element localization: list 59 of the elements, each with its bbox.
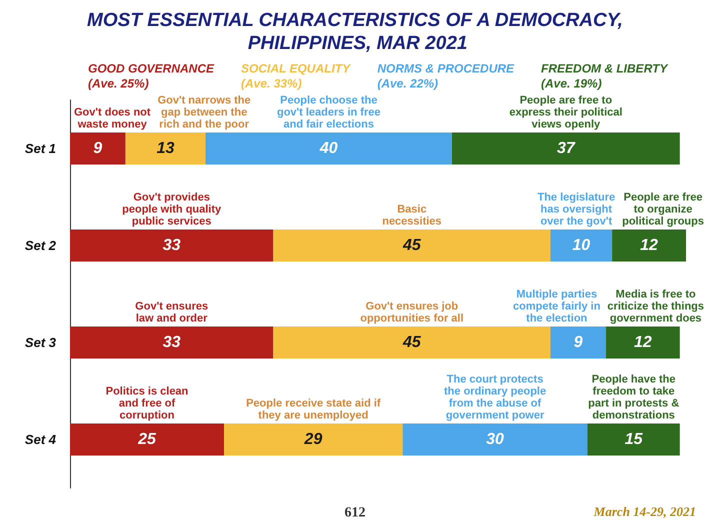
data-label: 9	[93, 140, 102, 157]
annotation: People are free to express their political views openly	[509, 94, 622, 130]
annotation: Basic necessities	[382, 204, 442, 228]
bar	[224, 424, 403, 456]
annotation: The legislature has oversight over the gov't	[537, 192, 616, 228]
bar	[587, 424, 680, 456]
annotation: Gov't narrows the gap between the rich and the poor	[158, 94, 251, 130]
annotation: People receive state aid if they are unemployed	[246, 398, 381, 422]
data-label: 29	[303, 431, 322, 448]
data-label: 10	[572, 237, 590, 254]
annotation: People are free to organize political groups	[622, 192, 704, 228]
bar	[606, 326, 680, 358]
chart-title: MOST ESSENTIAL CHARACTERISTICS OF A DEMOCRACY, PHILIPPINES, MAR 2021	[87, 10, 623, 54]
data-label: 33	[162, 334, 181, 351]
bar	[70, 132, 126, 164]
bar	[70, 424, 224, 456]
data-label: 45	[402, 237, 422, 254]
text: FREEDOM & LIBERTY (Ave. 19%)	[541, 62, 668, 90]
bar	[550, 326, 606, 358]
data-label: 33	[162, 237, 181, 254]
data-label: 15	[624, 431, 644, 448]
data-label: 37	[556, 140, 576, 157]
bar	[452, 132, 680, 164]
annotation: Gov't ensures law and order	[135, 300, 208, 324]
y-tick-label: Set 4	[24, 432, 57, 447]
bar	[206, 132, 452, 164]
y-tick-label: Set 3	[24, 335, 57, 350]
annotation: Gov't ensures job opportunities for all	[360, 300, 464, 324]
annotation: Politics is clean and free of corruption	[106, 386, 189, 422]
text: NORMS & PROCEDURE (Ave. 22%)	[377, 62, 516, 90]
text: GOOD GOVERNANCE (Ave. 25%)	[88, 62, 216, 90]
text: 612	[344, 506, 366, 520]
data-label: 12	[634, 334, 652, 351]
annotation: Gov't does not waste money	[74, 106, 151, 130]
y-tick-label: Set 1	[24, 141, 56, 156]
annotation: The court protects the ordinary people from the abuse of government power	[444, 374, 546, 422]
annotation: People have the freedom to take part in protests & demonstrations	[588, 374, 680, 422]
data-label: 45	[402, 334, 422, 351]
bar	[612, 230, 686, 262]
data-label: 30	[486, 431, 504, 448]
bar	[273, 326, 550, 358]
annotation: Multiple parties compete fairly in the election	[513, 288, 601, 324]
annotation: Gov't provides people with quality public services	[122, 192, 222, 228]
bar	[70, 230, 274, 262]
text: SOCIAL EQUALITY (Ave. 33%)	[241, 62, 352, 90]
bar	[402, 424, 588, 456]
bar	[550, 230, 612, 262]
bar	[273, 230, 550, 262]
bar	[125, 132, 206, 164]
annotation: Media is free to criticize the things government does	[607, 288, 704, 324]
y-tick-label: Set 2	[24, 238, 57, 253]
annotation: People choose the gov't leaders in free and fair elections	[276, 94, 380, 130]
data-label: 40	[318, 140, 338, 157]
data-label: 13	[156, 140, 174, 157]
data-label: 12	[640, 237, 658, 254]
data-label: 25	[137, 431, 157, 448]
text: March 14-29, 2021	[592, 504, 696, 519]
data-label: 9	[574, 334, 583, 351]
bar	[70, 326, 274, 358]
